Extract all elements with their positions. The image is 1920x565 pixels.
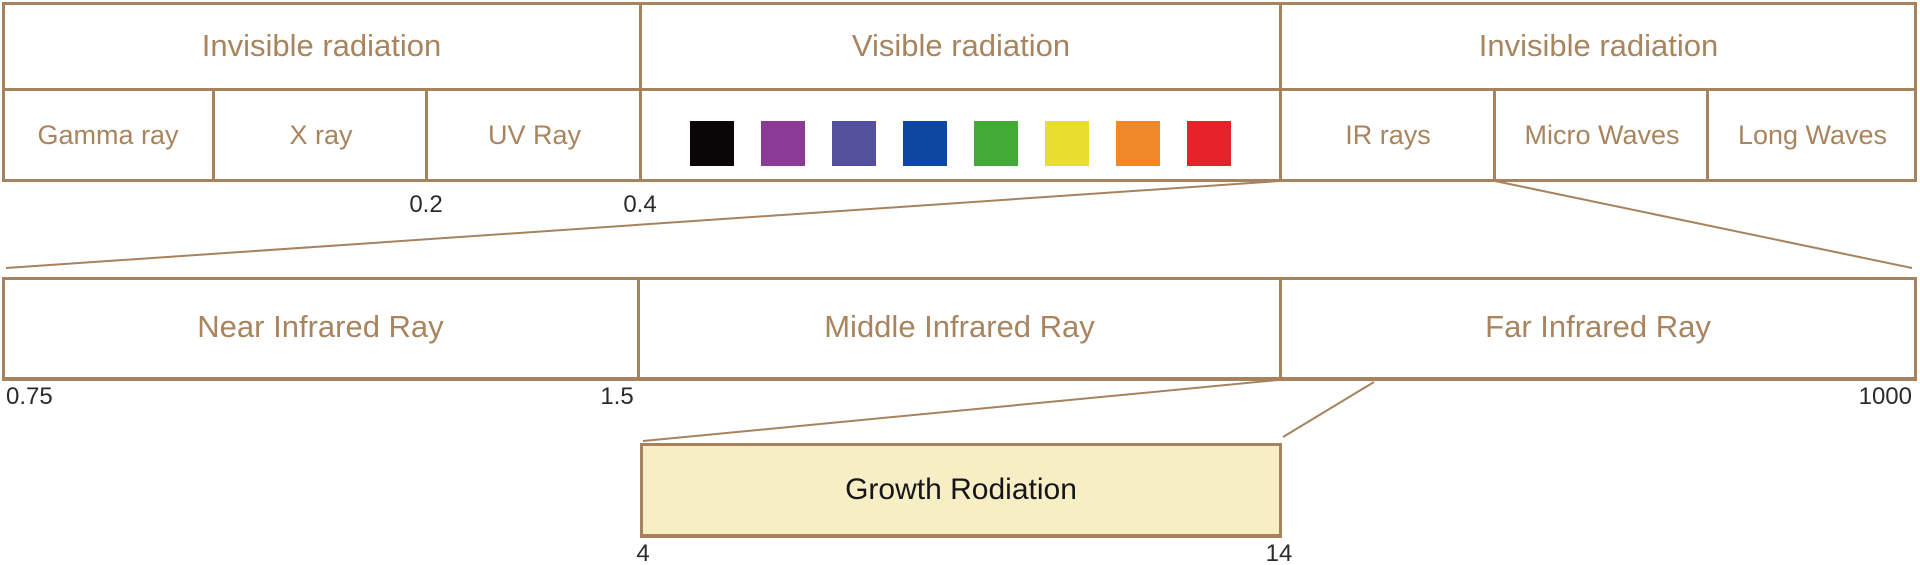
table-border [2, 277, 5, 381]
connector-infrared-to-growth-left [642, 379, 1279, 442]
connector-infrared-to-growth-right [1282, 381, 1375, 438]
table-border [425, 88, 428, 182]
table-border [2, 377, 1917, 381]
table-border [1279, 88, 1282, 182]
table-border [1914, 2, 1917, 182]
growth-radiation-label: Growth Rodiation [845, 473, 1077, 506]
infrared-cell-middle: Middle Infrared Ray [824, 309, 1095, 344]
band-cell-long-waves: Long Waves [1737, 119, 1888, 150]
visible-color-swatch-purple [761, 121, 805, 166]
visible-color-swatch-violet [832, 121, 876, 166]
band-cell-micro-waves: Micro Waves [1524, 119, 1680, 150]
table-border [1493, 88, 1496, 182]
band-cell-uv-ray: UV Ray [487, 119, 582, 150]
visible-color-swatch-black [690, 121, 734, 166]
table-border [2, 2, 1917, 5]
table-border [2, 179, 1917, 182]
visible-color-swatch-yellow [1045, 121, 1089, 166]
wavelength-label-4: 4 [636, 540, 650, 565]
table-border [1706, 88, 1709, 182]
growth-radiation-box: Growth Rodiation [640, 443, 1282, 538]
wavelength-label-0-2: 0.2 [409, 191, 443, 218]
band-cell-gamma-ray: Gamma ray [37, 119, 179, 150]
visible-color-swatch-green [974, 121, 1018, 166]
table-border [212, 88, 215, 182]
visible-color-swatch-blue [903, 121, 947, 166]
connector-ir-to-infrared-table-right [1494, 180, 1913, 269]
table-border [1279, 277, 1282, 377]
wavelength-label-0-4: 0.4 [623, 191, 657, 218]
band-cell-ir-rays: IR rays [1345, 119, 1431, 150]
header-cell-visible: Visible radiation [851, 27, 1071, 63]
table-border [2, 277, 1917, 280]
wavelength-label-1-5: 1.5 [600, 383, 634, 410]
table-border [2, 2, 5, 182]
header-cell-invisible-right: Invisible radiation [1478, 27, 1719, 63]
infrared-cell-far: Far Infrared Ray [1485, 309, 1711, 344]
table-border [639, 2, 642, 91]
header-cell-invisible-left: Invisible radiation [201, 27, 442, 63]
infrared-cell-near: Near Infrared Ray [197, 309, 444, 344]
visible-color-swatch-red [1187, 121, 1231, 166]
table-border [639, 88, 642, 182]
band-cell-x-ray: X ray [289, 119, 353, 150]
wavelength-label-1000: 1000 [1858, 383, 1912, 410]
wavelength-label-0-75: 0.75 [6, 383, 53, 410]
wavelength-label-14: 14 [1265, 540, 1293, 565]
table-border [1279, 2, 1282, 91]
table-border [637, 277, 640, 377]
table-border [1914, 277, 1917, 381]
visible-color-swatch-orange [1116, 121, 1160, 166]
table-border [2, 88, 1917, 91]
